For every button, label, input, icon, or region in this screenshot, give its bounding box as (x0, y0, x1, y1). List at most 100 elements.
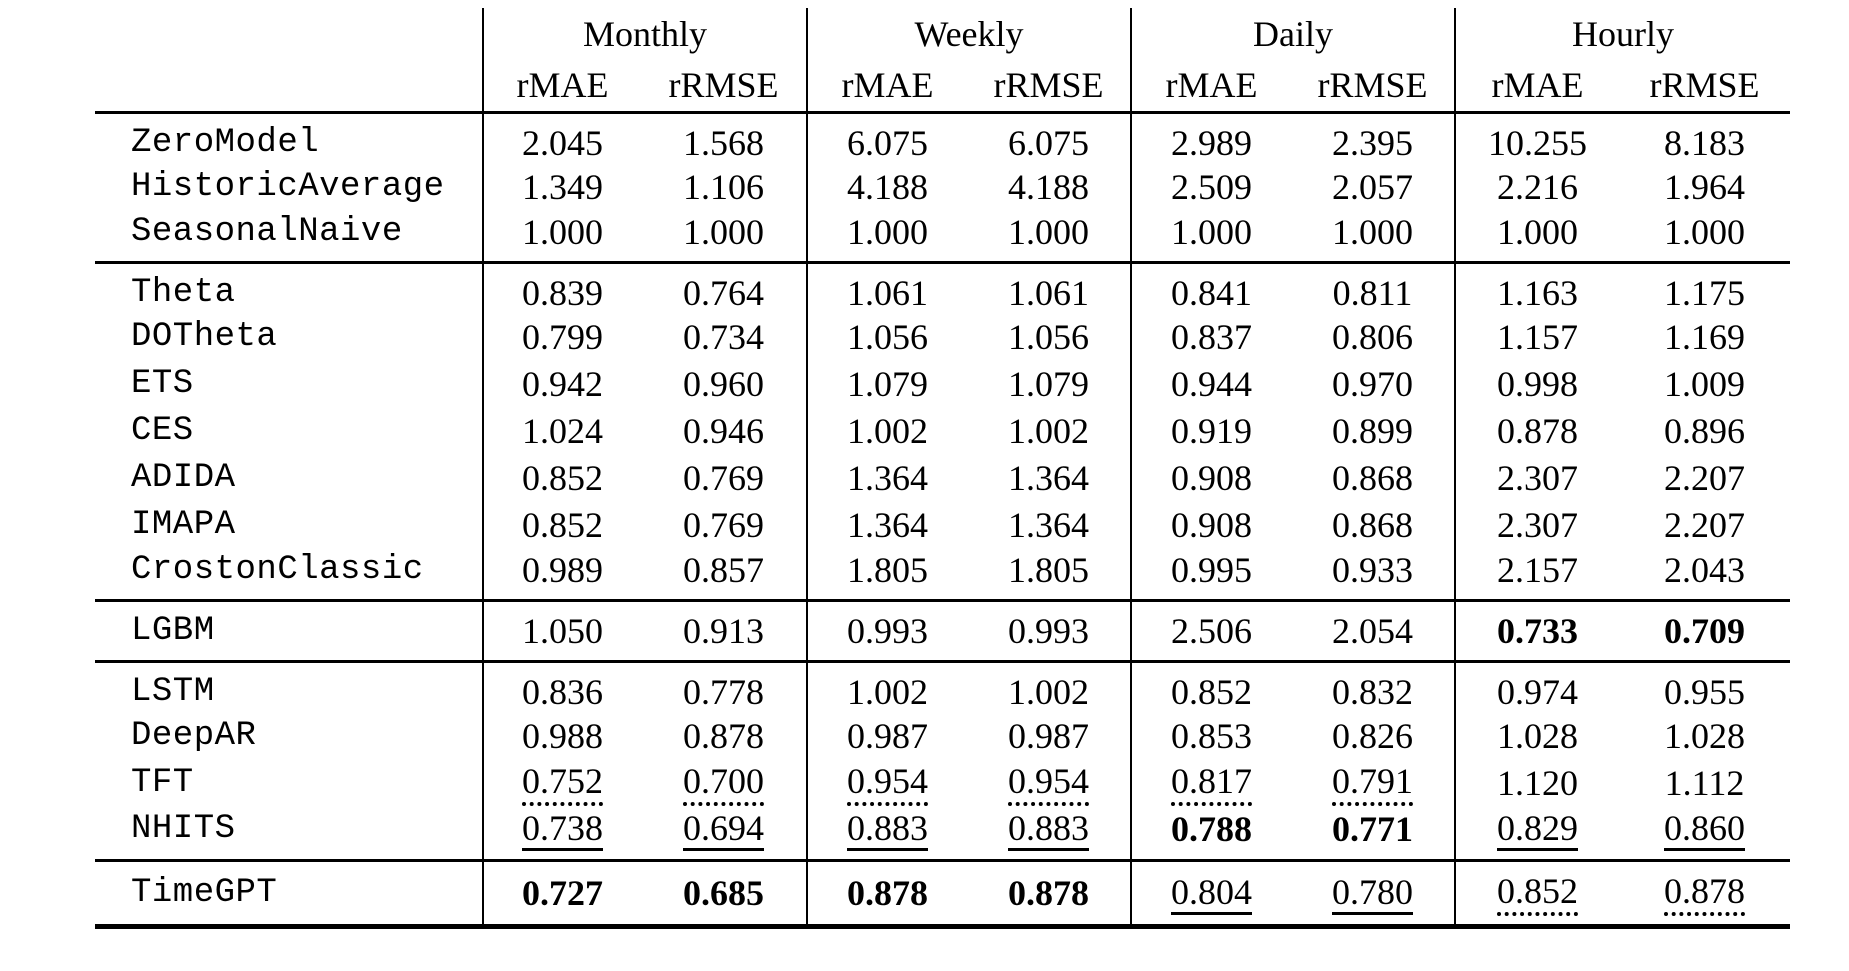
metric-value: 0.960 (683, 364, 764, 404)
metric-value: 0.778 (683, 671, 764, 712)
metric-value-cell: 1.964 (1619, 164, 1790, 211)
metric-value: 0.954 (1008, 763, 1089, 806)
frequency-header-cell: Daily (1130, 8, 1455, 60)
table-row: TimeGPT 0.727 0.685 0.878 0.878 0.804 0.780 0.8… (95, 860, 1790, 926)
table-row: SeasonalNaive 1.000 1.000 1.000 1.000 1.000 1.… (95, 210, 1790, 263)
metric-value: 0.853 (1171, 716, 1252, 756)
metric-value-cell: 0.908 (1130, 454, 1291, 502)
metric-value-cell: 1.364 (967, 502, 1131, 549)
metric-value-cell: 1.056 (806, 313, 967, 361)
metric-value-cell: 0.878 (1454, 407, 1619, 455)
metric-value: 0.826 (1332, 716, 1413, 756)
metric-value: 0.857 (683, 549, 764, 590)
metric-value: 0.780 (1332, 874, 1413, 915)
table-section-1: Theta 0.839 0.764 1.061 1.061 0.841 0.811 1.163… (95, 262, 1790, 600)
metric-value: 1.568 (683, 122, 764, 163)
metric-value: 0.974 (1497, 671, 1578, 712)
metric-header-cell: rRMSE (993, 65, 1104, 106)
metric-value: 1.112 (1664, 763, 1745, 803)
metric-value-cell: 0.836 (482, 661, 641, 713)
table-row: CES 1.024 0.946 1.002 1.002 0.919 0.899 0.878 0.… (95, 407, 1790, 455)
metric-value-cell: 6.075 (967, 112, 1131, 164)
metric-value-cell: 1.163 (1454, 262, 1619, 314)
metric-value-cell: 0.878 (1619, 860, 1790, 926)
metric-value-cell: 0.993 (967, 600, 1131, 661)
table-row: ZeroModel 2.045 1.568 6.075 6.075 2.989 2.395 1… (95, 112, 1790, 164)
metric-value: 0.764 (683, 272, 764, 313)
metric-value: 0.993 (1008, 610, 1089, 651)
metric-value-cell: 0.868 (1291, 455, 1455, 502)
frequency-header-row: Monthly Weekly Daily Hourly (95, 8, 1790, 60)
metric-value-cell: 0.685 (641, 860, 807, 926)
metric-value: 1.106 (683, 167, 764, 207)
metric-value: 0.970 (1332, 364, 1413, 404)
metric-value-cell: 1.000 (641, 211, 807, 263)
metric-value: 2.506 (1171, 610, 1252, 651)
table-row: NHITS 0.738 0.694 0.883 0.883 0.788 0.771 0.829… (95, 806, 1790, 861)
metric-value-cell: 0.852 (1454, 860, 1619, 926)
metric-value: 1.056 (1008, 317, 1089, 357)
metric-value-cell: 1.805 (967, 549, 1131, 601)
table-row: LSTM 0.836 0.778 1.002 1.002 0.852 0.832 0.974 0… (95, 661, 1790, 713)
metric-header-cell: rRMSE (1649, 65, 1760, 106)
metric-value-cell: 2.989 (1130, 112, 1291, 164)
corner-cell (95, 60, 483, 112)
metric-value-cell: 10.255 (1454, 112, 1619, 164)
metric-value-cell: 0.954 (967, 760, 1131, 807)
metric-value-cell: 0.857 (641, 549, 807, 601)
metric-value-cell: 1.000 (967, 211, 1131, 263)
metric-value-cell: 0.974 (1454, 661, 1619, 713)
metric-value-cell: 1.000 (1130, 210, 1291, 262)
metric-value: 0.799 (522, 317, 603, 357)
metric-value: 0.860 (1664, 810, 1745, 851)
metric-value: 2.043 (1664, 549, 1745, 590)
metric-value-cell: 2.057 (1291, 164, 1455, 211)
metric-header-cell: rRMSE (668, 65, 779, 106)
metric-value-cell: 1.169 (1619, 314, 1790, 361)
metric-header-cell: rRMSE (1317, 65, 1428, 106)
metric-value-cell: 0.778 (641, 661, 807, 713)
metric-value-cell: 0.899 (1291, 408, 1455, 455)
metric-value-cell: 0.832 (1291, 661, 1455, 713)
metric-value-cell: 2.207 (1619, 502, 1790, 549)
metric-value-cell: 0.988 (482, 712, 641, 760)
metric-value-cell: 2.509 (1130, 163, 1291, 211)
metric-value: 0.899 (1332, 411, 1413, 451)
metric-value: 6.075 (847, 122, 928, 163)
metric-value-cell: 0.733 (1454, 600, 1619, 661)
metric-value: 0.852 (1171, 671, 1252, 712)
metric-value: 0.769 (683, 458, 764, 498)
metric-value: 2.307 (1497, 458, 1578, 498)
table-row: IMAPA 0.852 0.769 1.364 1.364 0.908 0.868 2.307… (95, 501, 1790, 549)
metric-value: 0.791 (1332, 763, 1413, 806)
metric-value-cell: 0.896 (1619, 408, 1790, 455)
metric-value: 1.120 (1497, 763, 1578, 803)
metric-value-cell: 0.738 (482, 806, 641, 860)
metric-value: 4.188 (1008, 167, 1089, 207)
metric-value-cell: 0.955 (1619, 661, 1790, 713)
metric-value-cell: 0.694 (641, 807, 807, 861)
metric-value: 1.349 (522, 167, 603, 207)
metric-value: 1.079 (1008, 364, 1089, 404)
metric-value-cell: 0.804 (1130, 860, 1291, 926)
metric-value: 0.995 (1171, 549, 1252, 590)
metric-value: 0.709 (1664, 610, 1745, 651)
metric-value: 0.868 (1332, 458, 1413, 498)
metric-value: 0.946 (683, 411, 764, 451)
metric-header-row: rMAE rRMSE rMAE rRMSE rMAE rRMSE rMAE rRMSE (95, 60, 1790, 112)
metric-value: 1.364 (1008, 458, 1089, 498)
metric-value-cell: 1.175 (1619, 262, 1790, 314)
table-row: Theta 0.839 0.764 1.061 1.061 0.841 0.811 1.163… (95, 262, 1790, 314)
model-name-cell: LSTM (131, 672, 215, 711)
metric-value: 10.255 (1488, 122, 1587, 163)
metric-value: 2.054 (1332, 610, 1413, 651)
table-row: TFT 0.752 0.700 0.954 0.954 0.817 0.791 1.120 1.… (95, 759, 1790, 807)
metric-value-cell: 0.826 (1291, 713, 1455, 760)
metric-value-cell: 0.700 (641, 760, 807, 807)
model-name-cell: SeasonalNaive (131, 212, 403, 251)
metric-value-cell: 1.364 (806, 501, 967, 549)
metric-value: 0.685 (683, 872, 764, 913)
metric-value: 8.183 (1664, 122, 1745, 163)
results-table: Monthly Weekly Daily Hourly rMAE rRMSE rMAE rRM… (95, 8, 1790, 929)
